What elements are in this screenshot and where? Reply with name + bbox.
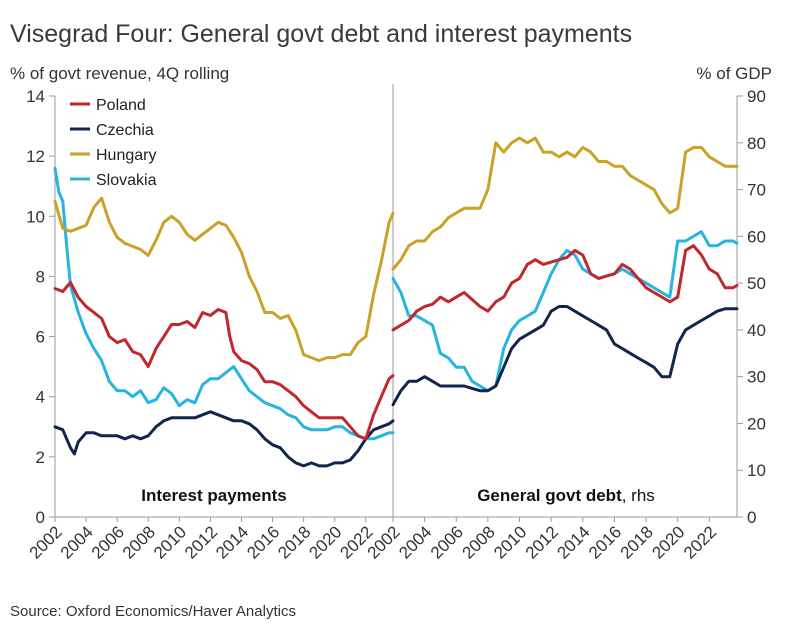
right-axis-title: % of GDP bbox=[696, 64, 772, 83]
left-x-tick-label: 2002 bbox=[26, 522, 66, 562]
left-y-tick-label: 12 bbox=[26, 147, 45, 166]
left-y-tick-label: 8 bbox=[36, 267, 45, 286]
left-x-tick-label: 2008 bbox=[119, 522, 159, 562]
left-y-tick-label: 0 bbox=[36, 508, 45, 527]
left-x-tick-label: 2020 bbox=[305, 522, 345, 562]
right-y-tick-label: 20 bbox=[747, 414, 766, 433]
debt-series-poland bbox=[391, 244, 739, 332]
left-x-tick-label: 2014 bbox=[212, 522, 252, 562]
right-x-tick-label: 2002 bbox=[364, 522, 404, 562]
right-x-tick-label: 2016 bbox=[585, 522, 625, 562]
left-y-tick-label: 2 bbox=[36, 448, 45, 467]
left-y-tick-label: 14 bbox=[26, 87, 45, 106]
right-y-tick-label: 50 bbox=[747, 274, 766, 293]
right-x-tick-label: 2004 bbox=[395, 522, 435, 562]
series-lines bbox=[53, 136, 739, 468]
debt-series-czechia bbox=[391, 305, 739, 407]
right-y-tick-label: 10 bbox=[747, 461, 766, 480]
debt-series-slovakia bbox=[391, 230, 739, 393]
right-y-tick-label: 90 bbox=[747, 87, 766, 106]
right-x-tick-label: 2010 bbox=[490, 522, 530, 562]
panel-label-debt: General govt debt, rhs bbox=[477, 486, 655, 505]
chart-title: Visegrad Four: General govt debt and int… bbox=[10, 20, 632, 48]
legend-label-slovakia: Slovakia bbox=[96, 172, 157, 189]
right-x-tick-label: 2020 bbox=[648, 522, 688, 562]
right-x-tick-label: 2006 bbox=[427, 522, 467, 562]
interest-series-poland bbox=[53, 280, 395, 441]
panel-label-debt-main: General govt debt bbox=[477, 486, 622, 505]
right-x-tick-label: 2012 bbox=[522, 522, 562, 562]
left-x-tick-label: 2006 bbox=[88, 522, 128, 562]
right-x-tick-label: 2018 bbox=[617, 522, 657, 562]
right-y-tick-label: 40 bbox=[747, 321, 766, 340]
right-y-tick-label: 60 bbox=[747, 227, 766, 246]
right-y-tick-label: 80 bbox=[747, 134, 766, 153]
left-x-tick-label: 2004 bbox=[57, 522, 97, 562]
legend-label-czechia: Czechia bbox=[96, 122, 154, 139]
source-note: Source: Oxford Economics/Haver Analytics bbox=[10, 603, 296, 620]
right-x-tick-label: 2014 bbox=[553, 522, 593, 562]
left-axis-title: % of govt revenue, 4Q rolling bbox=[10, 64, 229, 83]
legend-label-poland: Poland bbox=[96, 97, 146, 114]
interest-series-czechia bbox=[53, 410, 395, 468]
panel-label-debt-suffix: , rhs bbox=[622, 486, 655, 505]
left-x-tick-label: 2012 bbox=[181, 522, 221, 562]
interest-series-slovakia bbox=[53, 166, 395, 441]
right-y-tick-label: 70 bbox=[747, 181, 766, 200]
legend-label-hungary: Hungary bbox=[96, 147, 156, 164]
left-y-tick-label: 10 bbox=[26, 207, 45, 226]
left-x-tick-label: 2016 bbox=[243, 522, 283, 562]
left-y-tick-label: 6 bbox=[36, 328, 45, 347]
legend: Poland Czechia Hungary Slovakia bbox=[70, 97, 157, 189]
right-x-tick-label: 2022 bbox=[680, 522, 720, 562]
right-x-tick-label: 2008 bbox=[459, 522, 499, 562]
panel-label-interest: Interest payments bbox=[141, 486, 287, 505]
left-x-tick-label: 2018 bbox=[274, 522, 314, 562]
debt-series-hungary bbox=[391, 136, 739, 271]
right-y-tick-label: 30 bbox=[747, 368, 766, 387]
interest-series-hungary bbox=[53, 196, 395, 363]
left-y-tick-label: 4 bbox=[36, 388, 45, 407]
left-x-tick-label: 2010 bbox=[150, 522, 190, 562]
right-y-tick-label: 0 bbox=[747, 508, 756, 527]
